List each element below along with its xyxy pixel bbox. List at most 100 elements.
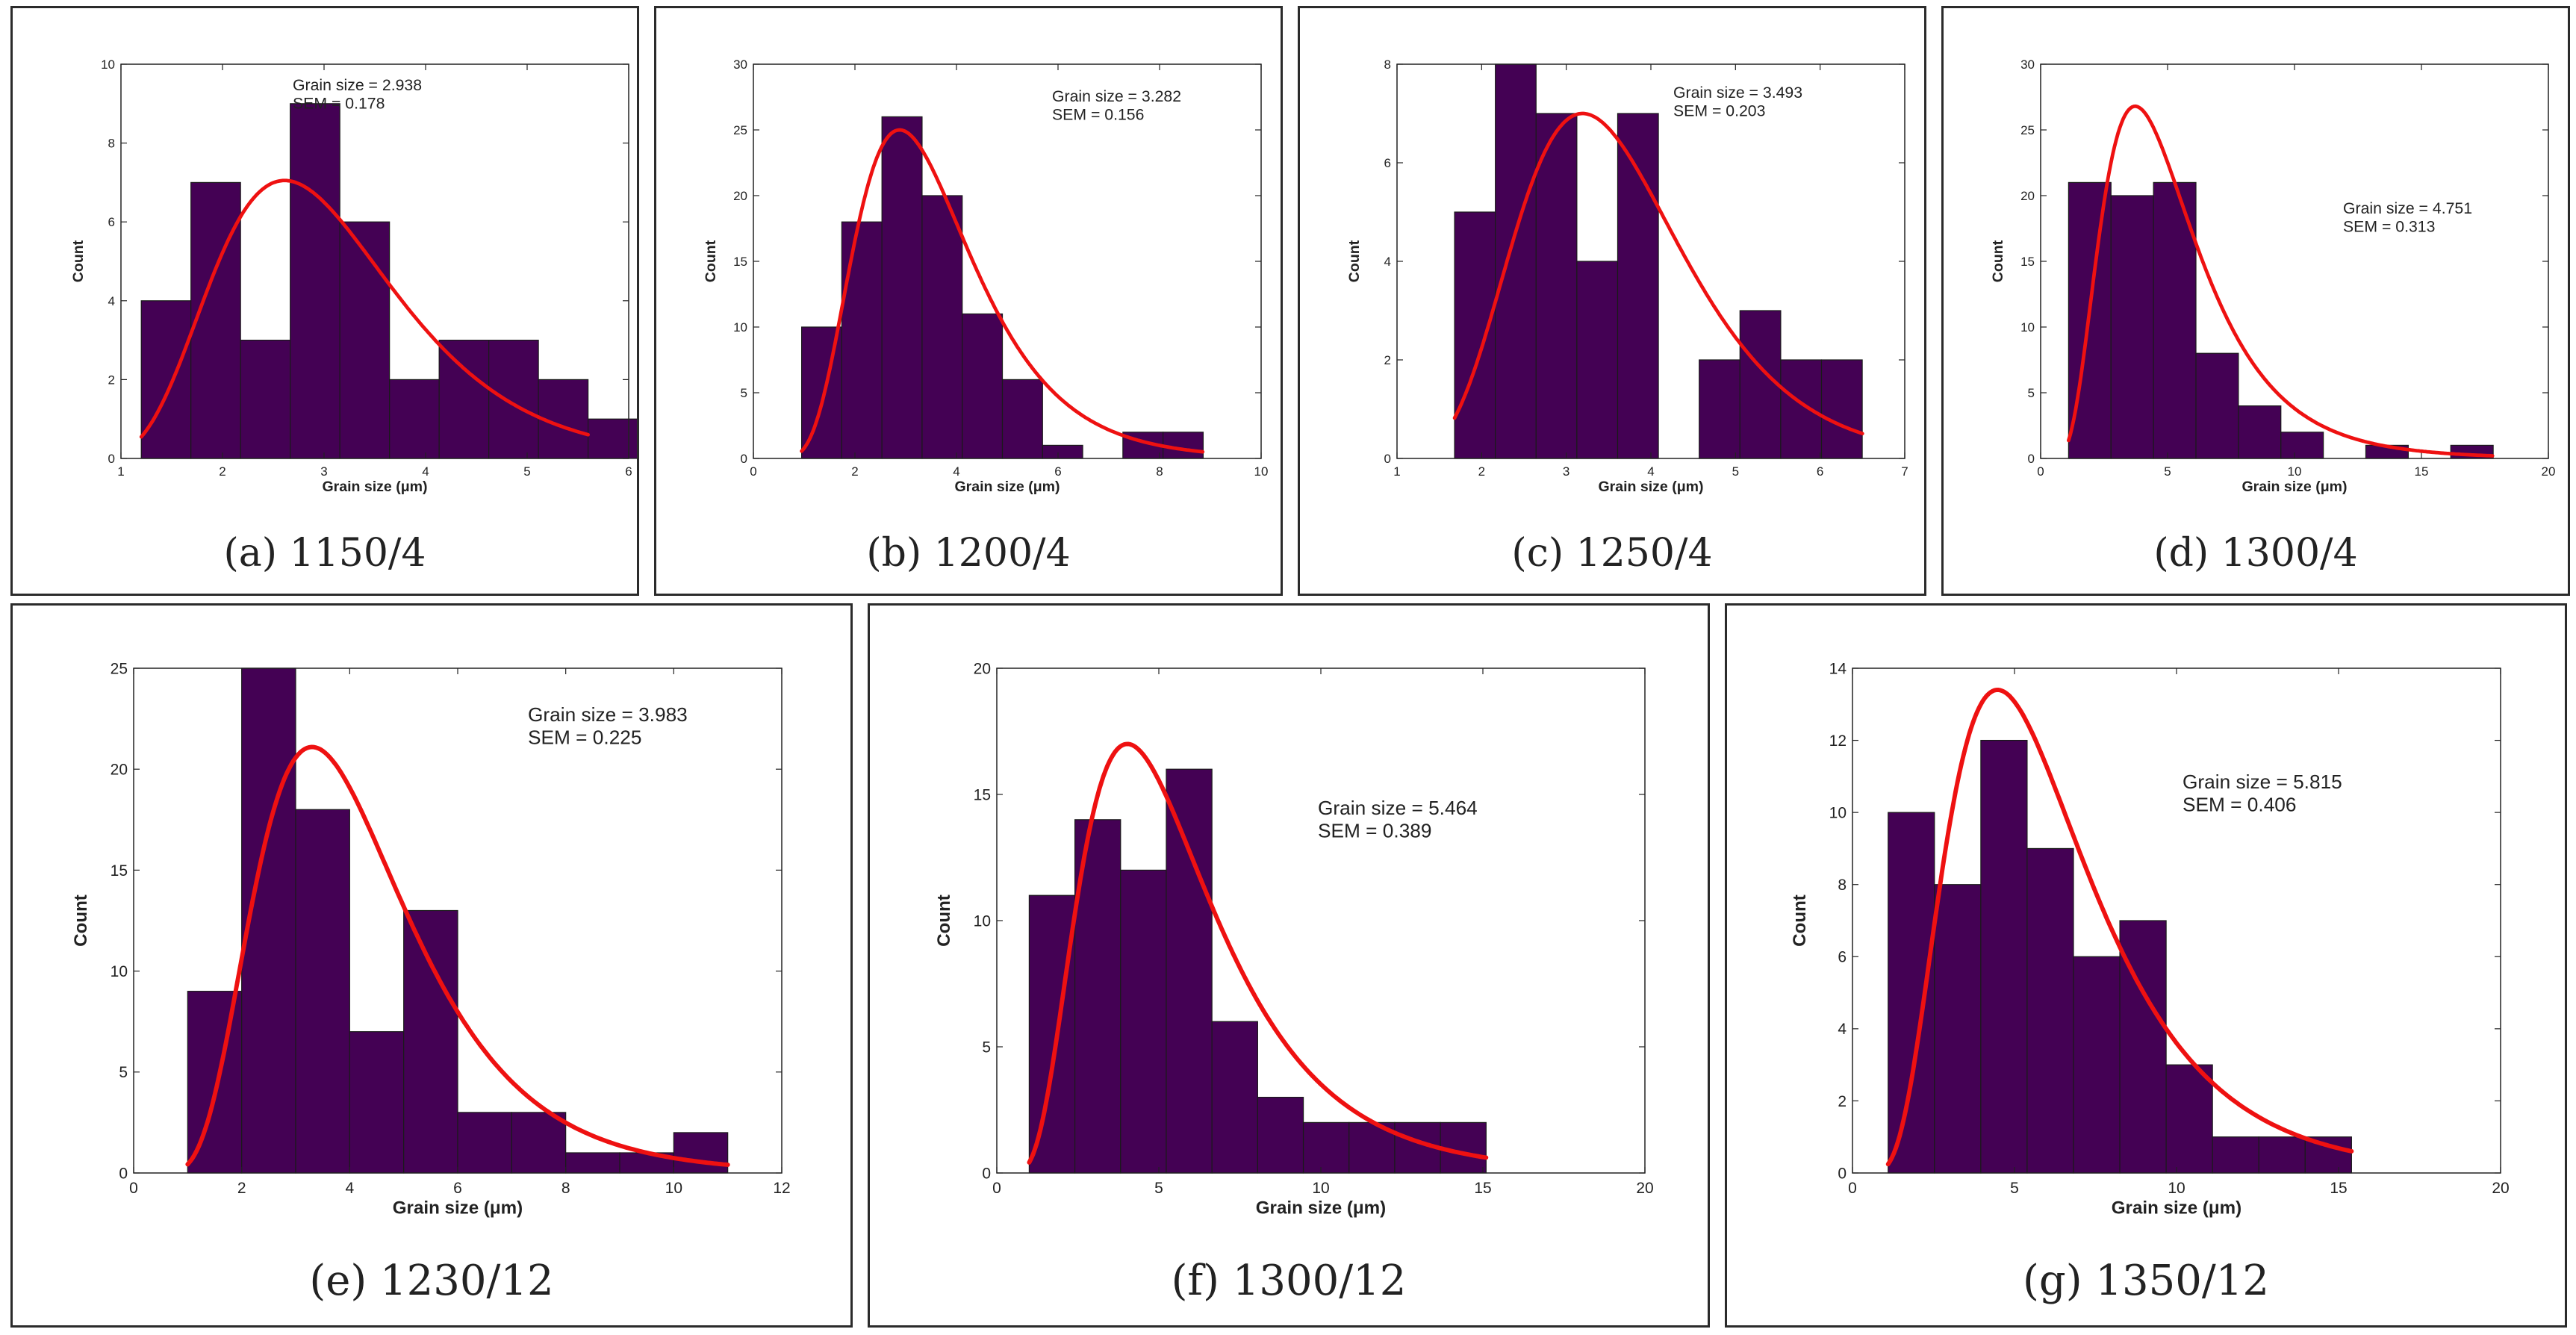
x-tick-label: 6 [625, 464, 632, 479]
sem-annotation: SEM = 0.313 [2343, 218, 2435, 236]
fit-curve [800, 128, 1205, 454]
panel-g: 0 5 10 15 20 0 2 4 6 8 10 12 14 Grain size (μm) Count G… [1725, 603, 2567, 1328]
x-axis-label: Grain size (μm) [322, 479, 427, 495]
y-tick-label: 2 [1838, 1093, 1847, 1110]
histogram-chart-e: 0 2 4 6 8 10 12 0 5 10 15 20 25 Grain size (μm) Count G… [71, 660, 791, 1219]
x-tick-label: 0 [1848, 1180, 1857, 1197]
histogram-chart-d: 0 5 10 15 20 0 5 10 15 20 25 30 Grain size (μm) Count… [1990, 57, 2555, 495]
histogram-bar [339, 221, 391, 459]
x-tick-label: 5 [2010, 1180, 2019, 1197]
histogram-bar [240, 340, 291, 459]
fit-curve [1027, 741, 1489, 1165]
grain-size-annotation: Grain size = 3.493 [1673, 84, 1802, 102]
y-axis-label: Count [70, 240, 87, 282]
x-tick-label: 7 [1901, 464, 1908, 479]
histogram-bar [1001, 379, 1043, 459]
fit-curve [1452, 111, 1864, 436]
histogram-bar [1302, 1121, 1350, 1174]
y-tick-label: 14 [1829, 660, 1847, 677]
sem-annotation: SEM = 0.225 [528, 726, 642, 748]
fit-curve [1885, 688, 2354, 1167]
y-tick-label: 25 [733, 123, 747, 137]
y-tick-label: 2 [1384, 353, 1391, 367]
y-tick-label: 6 [108, 215, 115, 229]
panel-a: 1 2 3 4 5 6 0 2 4 6 8 10 Grain size (μm) Count Grain s… [10, 6, 639, 596]
bars-c [1454, 63, 1863, 459]
grain-size-annotation: Grain size = 5.815 [2183, 771, 2342, 793]
panel-f: 0 5 10 15 20 0 5 10 15 20 Grain size (μm) Count Grai… [868, 603, 1710, 1328]
histogram-bar [438, 340, 490, 459]
x-axis-label: Grain size (μm) [393, 1198, 523, 1219]
x-tick-label: 15 [1474, 1180, 1491, 1197]
y-tick-label: 4 [1384, 255, 1391, 269]
x-tick-label: 10 [1312, 1180, 1329, 1197]
histogram-bar [2195, 352, 2239, 459]
panel-c: 1 2 3 4 5 6 7 0 2 4 6 8 Grain size (μm) Count Grain si… [1298, 6, 1926, 596]
caption-f: (f) 1300/12 [1171, 1257, 1407, 1305]
x-tick-label: 1 [117, 464, 124, 479]
fit-curve [139, 178, 590, 439]
histogram-chart-a: 1 2 3 4 5 6 0 2 4 6 8 10 Grain size (μm) Count Grain s… [70, 57, 637, 495]
histogram-bar [2165, 1064, 2213, 1174]
histogram-bar [190, 181, 241, 459]
histogram-bar [488, 340, 539, 459]
histogram-bar [588, 418, 637, 459]
caption-d: (d) 1300/4 [2153, 531, 2358, 576]
fit-curve [185, 744, 730, 1167]
x-tick-label: 15 [2330, 1180, 2347, 1197]
histogram-bar [2212, 1136, 2259, 1174]
x-tick-label: 1 [1393, 464, 1400, 479]
x-tick-label: 10 [1254, 464, 1269, 479]
histogram-bar [295, 809, 350, 1174]
y-tick-label: 20 [2020, 189, 2035, 203]
y-tick-label: 25 [2020, 123, 2035, 137]
y-tick-label: 10 [111, 963, 128, 980]
y-tick-label: 10 [1829, 804, 1847, 821]
x-tick-label: 6 [453, 1180, 462, 1197]
histogram-bar [921, 195, 963, 459]
x-tick-label: 5 [523, 464, 530, 479]
histogram-bar [1934, 884, 1982, 1174]
x-tick-label: 20 [2492, 1180, 2509, 1197]
y-tick-label: 20 [733, 189, 747, 203]
histogram-bar [2110, 195, 2154, 459]
x-axis-label: Grain size (μm) [1598, 479, 1703, 495]
y-tick-label: 8 [108, 137, 115, 151]
histogram-bar [511, 1112, 567, 1174]
histogram-bar [565, 1152, 620, 1174]
y-axis-label: Count [71, 894, 91, 947]
histogram-bar [841, 221, 883, 459]
histogram-chart-g: 0 5 10 15 20 0 2 4 6 8 10 12 14 Grain size (μm) Count G… [1790, 660, 2510, 1219]
grain-size-annotation: Grain size = 3.983 [528, 703, 688, 726]
x-tick-label: 4 [422, 464, 429, 479]
grain-size-annotation: Grain size = 3.282 [1052, 87, 1181, 105]
bars-f [1028, 768, 1487, 1174]
x-tick-label: 10 [2288, 464, 2302, 479]
y-tick-label: 6 [1838, 949, 1847, 966]
histogram-bar [881, 116, 923, 459]
histogram-bar [187, 991, 243, 1174]
histogram-bar [1535, 113, 1578, 459]
x-tick-label: 2 [237, 1180, 246, 1197]
histogram-bar [1074, 819, 1121, 1174]
y-tick-label: 0 [2028, 452, 2035, 466]
caption-c: (c) 1250/4 [1511, 531, 1713, 576]
x-tick-label: 0 [2037, 464, 2044, 479]
histogram-bar [962, 313, 1004, 459]
x-tick-label: 4 [345, 1180, 354, 1197]
x-tick-label: 5 [1732, 464, 1739, 479]
plot-area-frame [120, 63, 629, 459]
grain-size-annotation: Grain size = 5.464 [1318, 797, 1478, 819]
histogram-bar [389, 379, 440, 459]
y-axis-label: Count [1346, 240, 1363, 282]
histogram-bar [1617, 113, 1659, 459]
x-tick-label: 2 [219, 464, 225, 479]
x-tick-label: 2 [851, 464, 858, 479]
histogram-bar [1780, 359, 1823, 459]
histogram-bar [457, 1112, 512, 1174]
panel-b: 0 2 4 6 8 10 0 5 10 15 20 25 30 Grain size (μm) Count G… [654, 6, 1283, 596]
x-tick-label: 3 [1563, 464, 1569, 479]
x-tick-label: 10 [2168, 1180, 2185, 1197]
caption-g: (g) 1350/12 [2023, 1257, 2269, 1305]
x-axis-label: Grain size (μm) [2112, 1198, 2241, 1219]
